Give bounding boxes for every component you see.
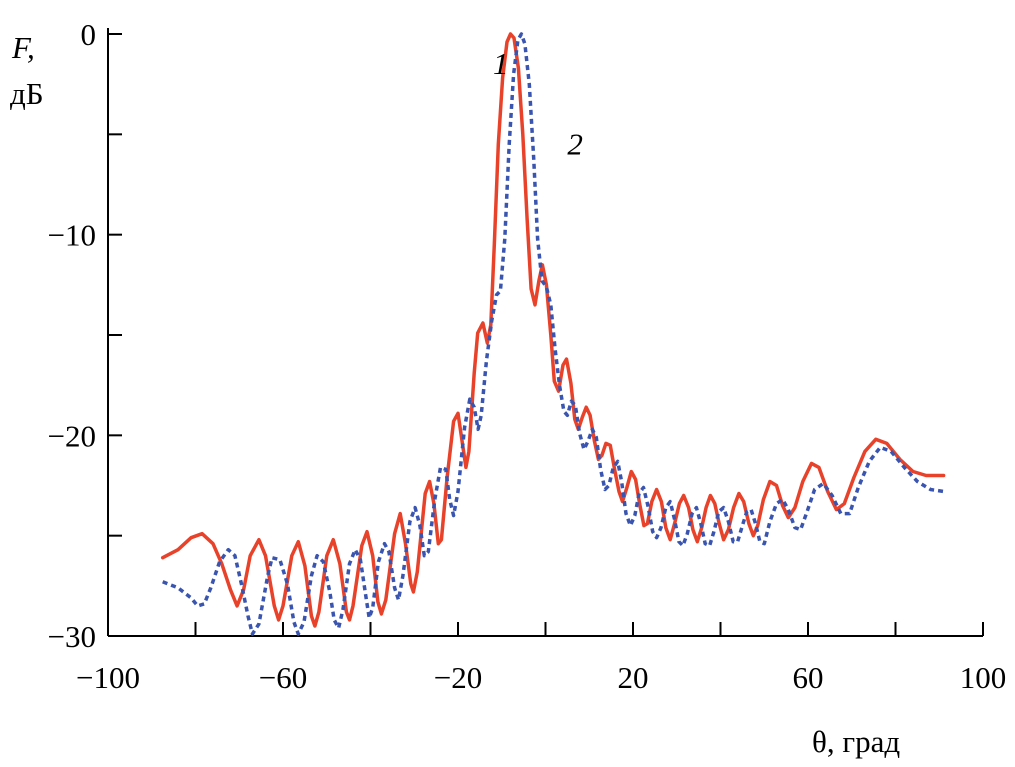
series-annotation-2: 2 (567, 126, 583, 161)
x-tick-label: 20 (618, 660, 649, 695)
y-axis-title-line1: F, (11, 30, 35, 65)
series-line-2 (162, 32, 944, 636)
y-tick-label: −20 (48, 418, 96, 453)
axes: 0 −10 −20 −30 −100 −60 −20 20 60 100 (48, 17, 1007, 695)
labels: F, дБ θ, град (10, 30, 900, 759)
y-tick-label: −30 (48, 619, 96, 654)
y-tick-label: 0 (81, 17, 97, 52)
y-tick-label: −10 (48, 218, 96, 253)
series-layer: 12 (160, 32, 946, 636)
x-tick-label: 60 (793, 660, 824, 695)
x-tick-label: 100 (960, 660, 1007, 695)
x-axis-title: θ, град (812, 724, 900, 759)
y-axis-title-line2: дБ (10, 76, 44, 111)
series-annotation-1: 1 (493, 46, 509, 81)
series-line-1 (160, 32, 946, 628)
x-tick-label: −60 (259, 660, 307, 695)
x-tick-label: −100 (76, 660, 140, 695)
x-tick-label: −20 (434, 660, 482, 695)
